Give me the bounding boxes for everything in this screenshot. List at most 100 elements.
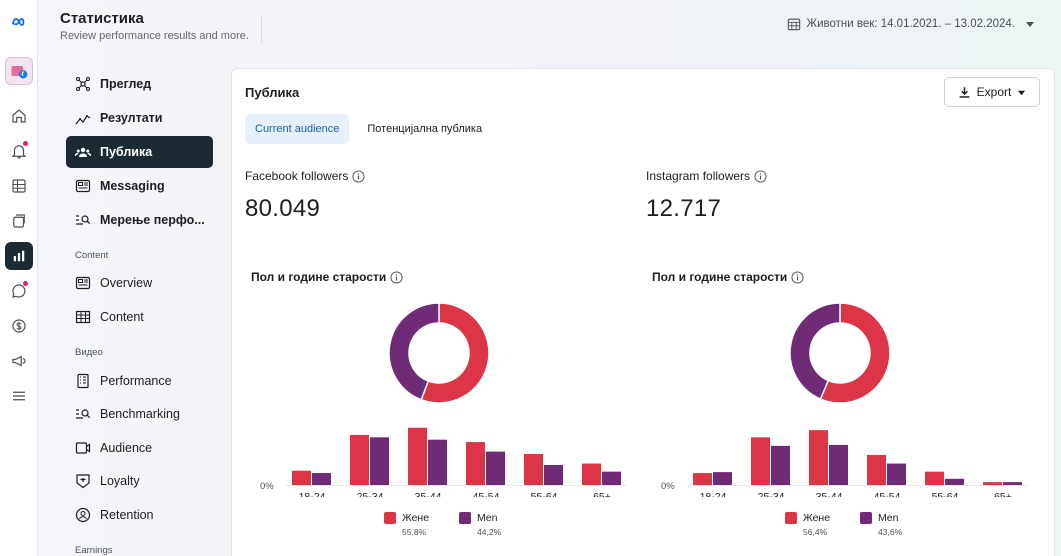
chart-svg: 18-24 25-34 35-44 45-54 55-64 65+ 0% — [661, 302, 1027, 497]
bar-women-18-24 — [693, 473, 712, 485]
facebook-followers-label: Facebook followers — [245, 169, 365, 183]
meta-logo-icon[interactable] — [5, 8, 33, 36]
tab-current-audience[interactable]: Current audience — [245, 114, 350, 144]
bar-women-25-34 — [751, 437, 770, 485]
facebook-age-gender-title: Пол и године старости — [251, 270, 403, 284]
nav-item-label: Overview — [100, 276, 153, 290]
info-icon[interactable] — [791, 270, 804, 284]
y-tick-label: 0% — [661, 481, 675, 492]
table-icon[interactable] — [5, 172, 33, 200]
nav-item-video-benchmarking[interactable]: Benchmarking — [66, 398, 213, 430]
notifications-icon[interactable] — [5, 137, 33, 165]
bar-men-55-64 — [945, 478, 964, 485]
nav-item-label: Преглед — [100, 77, 152, 91]
pages-icon[interactable] — [5, 207, 33, 235]
card-title: Публика — [245, 85, 300, 100]
date-range-label: Животни век: 14.01.2021. – 13.02.2024. — [806, 18, 1016, 30]
legend-percent: 44,2% — [477, 527, 502, 537]
audience-icon — [75, 147, 91, 157]
legend-item-men[interactable]: Men 43,6% — [860, 512, 902, 537]
info-icon[interactable] — [352, 169, 365, 183]
retention-icon — [75, 507, 91, 523]
x-tick-label: 25-34 — [758, 491, 785, 497]
date-range-picker[interactable]: Животни век: 14.01.2021. – 13.02.2024. — [787, 17, 1036, 31]
facebook-chart-legend: Жене 55,8% Men 44,2% — [384, 512, 501, 537]
bar-women-25-34 — [350, 434, 369, 485]
info-icon[interactable] — [390, 270, 403, 284]
info-icon[interactable] — [754, 169, 767, 183]
nav-item-content[interactable]: Content — [66, 301, 213, 333]
download-icon — [959, 86, 970, 98]
legend-item-women[interactable]: Жене 56,4% — [785, 512, 830, 537]
x-tick-label: 45-54 — [874, 491, 901, 497]
bar-men-25-34 — [370, 437, 389, 485]
bar-women-65+ — [983, 482, 1002, 485]
benchmark-icon — [76, 215, 91, 225]
bar-men-18-24 — [312, 473, 331, 485]
nav-item-messaging[interactable]: Messaging — [66, 170, 213, 202]
export-label: Export — [976, 85, 1012, 99]
megaphone-icon[interactable] — [5, 347, 33, 375]
metric-label-text: Instagram followers — [646, 169, 751, 183]
bar-men-18-24 — [713, 472, 732, 485]
audience-card: Публика Export Current audience Потенциј… — [231, 68, 1055, 556]
legend-label: Жене — [803, 512, 831, 524]
instagram-followers-label: Instagram followers — [646, 169, 767, 183]
facebook-followers-value: 80.049 — [245, 195, 321, 222]
nav-item-benchmarking[interactable]: Мерење перфо... — [66, 204, 213, 236]
nav-item-overview[interactable]: Преглед — [66, 68, 213, 100]
bar-men-45-54 — [486, 451, 505, 485]
legend-percent: 55,8% — [402, 527, 427, 537]
menu-icon[interactable] — [5, 382, 33, 410]
left-rail — [0, 0, 38, 556]
bar-women-65+ — [582, 463, 601, 485]
facebook-age-gender-chart: 18-24 25-34 35-44 45-54 55-64 65+ 0% — [246, 297, 646, 547]
dollar-icon[interactable] — [5, 312, 33, 340]
legend-item-men[interactable]: Men 44,2% — [459, 512, 501, 537]
x-tick-label: 35-44 — [816, 491, 843, 497]
legend-item-women[interactable]: Жене 55,8% — [384, 512, 429, 537]
header-divider — [261, 15, 262, 43]
tab-potential-audience[interactable]: Потенцијална публика — [367, 123, 483, 135]
nav-item-label: Loyalty — [100, 474, 140, 488]
nav-item-label: Messaging — [100, 179, 165, 193]
x-tick-label: 18-24 — [299, 491, 326, 497]
nav-item-label: Retention — [100, 508, 154, 522]
bar-men-45-54 — [887, 463, 906, 485]
legend-percent: 43,6% — [878, 527, 903, 537]
section-content: Content — [75, 250, 109, 261]
legend-swatch-women — [384, 512, 396, 524]
insights-icon[interactable] — [5, 242, 33, 270]
nav-item-results[interactable]: Резултати — [66, 102, 213, 134]
nav-item-label: Benchmarking — [100, 407, 180, 421]
instagram-followers-value: 12.717 — [646, 195, 722, 222]
page-title: Статистика — [60, 10, 144, 27]
chat-icon[interactable] — [5, 277, 33, 305]
nav-item-video-audience[interactable]: Audience — [66, 432, 213, 464]
nav-item-loyalty[interactable]: Loyalty — [66, 465, 213, 497]
nav-item-label: Публика — [100, 145, 153, 159]
instagram-age-gender-title: Пол и године старости — [652, 270, 804, 284]
nav-item-retention[interactable]: Retention — [66, 499, 213, 531]
legend-swatch-men — [860, 512, 873, 524]
loyalty-icon — [76, 474, 90, 489]
video-audience-icon — [75, 442, 91, 454]
nav-item-performance[interactable]: Performance — [66, 365, 213, 397]
messaging-icon — [75, 179, 91, 193]
nav-item-content-overview[interactable]: Overview — [66, 267, 213, 299]
bar-women-45-54 — [867, 454, 886, 485]
x-tick-label: 45-54 — [473, 491, 500, 497]
overview-icon — [75, 276, 91, 290]
legend-percent: 56,4% — [803, 527, 828, 537]
bar-men-25-34 — [771, 445, 790, 485]
nav-item-label: Performance — [100, 374, 172, 388]
account-avatar[interactable] — [5, 57, 33, 85]
export-button[interactable]: Export — [944, 77, 1040, 107]
section-earnings: Earnings — [75, 545, 113, 556]
home-icon[interactable] — [5, 102, 33, 130]
x-tick-label: 65+ — [593, 491, 611, 497]
chevron-down-icon — [1018, 90, 1026, 95]
performance-icon — [77, 373, 89, 389]
nav-item-audience[interactable]: Публика — [66, 136, 213, 168]
x-tick-label: 65+ — [994, 491, 1012, 497]
